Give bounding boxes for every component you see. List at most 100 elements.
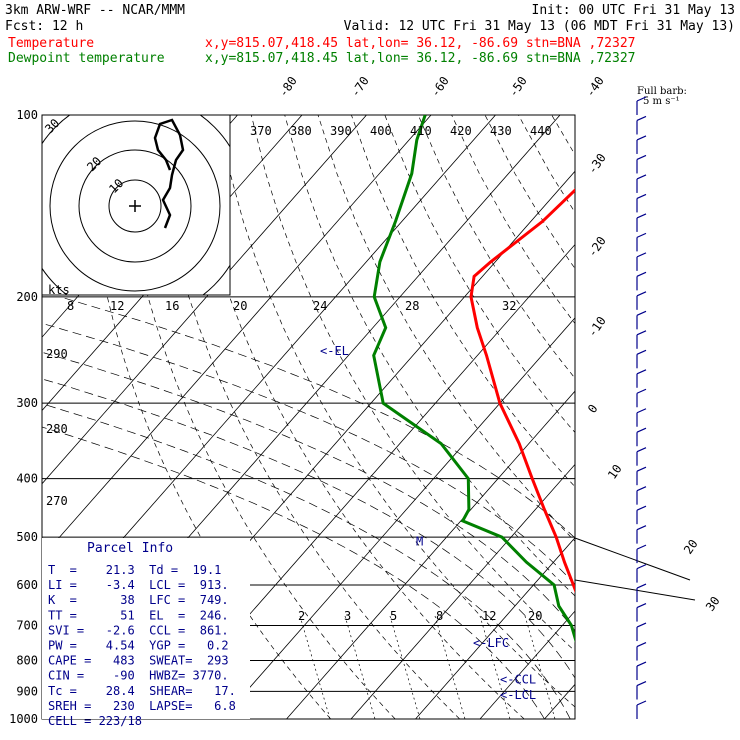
wind-barb-flag (636, 115, 647, 122)
wind-barb-flag (636, 505, 647, 511)
pressure-tick-label: 700 (16, 618, 38, 632)
parcel-level-marker: <-LCL (500, 688, 536, 702)
dry-adiabat (518, 115, 575, 214)
wind-barb-flag (636, 603, 647, 609)
isotherm-label: 30 (703, 594, 723, 614)
dry-adiabat (384, 115, 575, 433)
mixing-ratio-line (479, 615, 511, 719)
theta-label: 390 (330, 124, 352, 138)
wind-barb-flag (636, 193, 647, 199)
hodograph-trace (153, 118, 185, 229)
parcel-info-line: CIN = -90 HWBZ= 3770. (48, 669, 229, 683)
barb-legend-line2: 5 m s⁻¹ (643, 96, 680, 107)
pressure-tick-label: 500 (16, 530, 38, 544)
temperature-legend-label: Temperature (8, 36, 94, 51)
hodograph-units: kts (48, 283, 70, 297)
mixing-ratio-label: 2 (298, 609, 305, 623)
mixing-ratio-label: 5 (390, 609, 397, 623)
wind-barb-flag (636, 408, 647, 414)
parcel-info-panel: Parcel Info T = 21.3 Td = 19.1LI = -3.4 … (42, 538, 250, 728)
wind-barb-flag (636, 310, 647, 316)
wind-barb-flag (636, 427, 647, 433)
parcel-info-line: T = 21.3 Td = 19.1 (48, 563, 221, 577)
wind-scale-label: 28 (405, 299, 419, 313)
dewpoint-location: x,y=815.07,418.45 lat,lon= 36.12, -86.69… (205, 51, 635, 66)
valid-time: Valid: 12 UTC Fri 31 May 13 (06 MDT Fri … (344, 19, 735, 34)
isotherm-line (415, 537, 575, 719)
wind-scale-label: 16 (165, 299, 179, 313)
dry-adiabat (719, 115, 740, 719)
moist-adiabat (42, 351, 575, 632)
sounding-lines (372, 115, 575, 644)
pressure-tick-label: 600 (16, 578, 38, 592)
wind-scale-label: 12 (110, 299, 124, 313)
wind-barb-flag (636, 583, 647, 589)
mixing-ratio-line (299, 615, 331, 719)
theta-label: 400 (370, 124, 392, 138)
parcel-level-marker: M (416, 534, 423, 548)
dewpoint-line (372, 115, 575, 644)
wind-barb-flag (636, 661, 647, 667)
isotherm-line (42, 115, 367, 485)
wind-barb-flag (636, 349, 647, 355)
wind-scale-label: 24 (313, 299, 327, 313)
moist-adiabat (42, 378, 575, 679)
wind-barb-flag (636, 544, 647, 550)
isotherm-label: 20 (681, 537, 701, 557)
isotherm-label: -70 (348, 74, 372, 100)
theta-label: 410 (410, 124, 432, 138)
pressure-tick-label: 800 (16, 653, 38, 667)
hodograph: kts 10 20 30 (41, 114, 231, 297)
isotherm-line (350, 463, 575, 719)
wind-barb-flag (636, 388, 647, 394)
theta-e-label: 270 (46, 494, 68, 508)
temperature-location: x,y=815.07,418.45 lat,lon= 36.12, -86.69… (205, 36, 635, 51)
parcel-info-line: CELL = 223/18 (48, 714, 142, 728)
parcel-info-title: Parcel Info (87, 541, 173, 556)
plot-frame (41, 114, 576, 720)
parcel-level-marker: <-EL (320, 344, 349, 358)
moist-adiabat (42, 403, 571, 719)
init-time: Init: 00 UTC Fri 31 May 13 (532, 3, 736, 18)
theta-e-label: 280 (46, 422, 68, 436)
parcel-info-line: TT = 51 EL = 246. (48, 608, 229, 622)
wind-barb-flag (636, 642, 647, 648)
mixing-ratio-line (344, 615, 376, 719)
wind-scale-label: 32 (502, 299, 516, 313)
wind-barb-flag (636, 622, 647, 628)
wind-barb-flag (636, 154, 647, 160)
pressure-tick-label: 900 (16, 684, 38, 698)
frame-extension (574, 537, 696, 719)
hodograph-ring (49, 120, 221, 292)
isotherm-label: -60 (428, 74, 452, 100)
temperature-line (469, 188, 575, 594)
wind-barb-flag (636, 291, 647, 297)
parcel-info-line: SVI = -2.6 CCL = 861. (48, 623, 229, 637)
dry-adiabat (117, 115, 396, 719)
dry-adiabat (217, 115, 575, 708)
hodograph-ring (78, 149, 192, 263)
dry-adiabat (685, 115, 740, 719)
dry-adiabat (351, 115, 575, 488)
dry-adiabat (284, 115, 575, 597)
theta-label: 440 (530, 124, 552, 138)
mixing-ratio-label: 8 (436, 609, 443, 623)
mixing-ratio-line (389, 615, 421, 719)
wind-barbs (636, 96, 647, 719)
wind-barb-flag (636, 680, 647, 687)
isotherm-line (609, 115, 740, 719)
parcel-info-line: PW = 4.54 YGP = 0.2 (48, 639, 229, 653)
wind-barb-flag (636, 96, 647, 102)
wind-scale-label: 8 (67, 299, 74, 313)
wind-barb-flag (636, 564, 647, 570)
mixing-ratio-label: 3 (344, 609, 351, 623)
isotherm-label: -10 (585, 314, 609, 340)
hodograph-origin (129, 200, 141, 212)
wind-barb-flag (636, 252, 647, 258)
pressure-tick-label: 1000 (9, 712, 38, 726)
wind-barb-flag (636, 700, 647, 706)
isotherm-line (674, 115, 740, 719)
parcel-info-line: Tc = 28.4 SHEAR= 17. (48, 684, 236, 698)
isotherm-label: -30 (585, 151, 609, 177)
